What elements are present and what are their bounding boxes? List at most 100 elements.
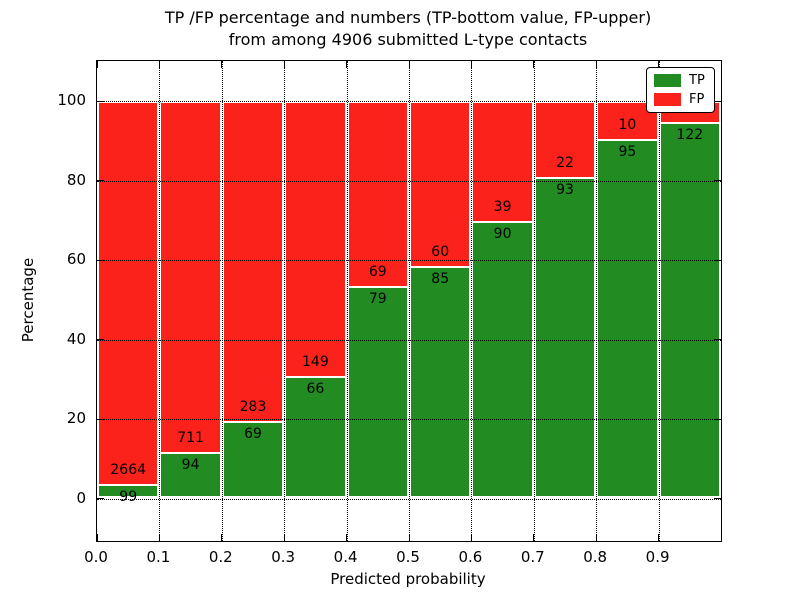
- bar-segment-fp: [533, 101, 597, 177]
- gridline: [159, 61, 161, 541]
- y-tick-label: 20: [66, 409, 86, 427]
- x-axis-label: Predicted probability: [330, 570, 486, 588]
- gridline: [97, 498, 721, 500]
- gridline: [284, 61, 286, 541]
- bar-segment-fp: [471, 101, 534, 222]
- bar-label-fp: 10: [618, 116, 637, 133]
- bar-label-fp: 60: [431, 243, 450, 260]
- gridline: [471, 61, 473, 541]
- bar-segment-fp: [409, 101, 472, 266]
- tick-mark: [97, 498, 104, 499]
- gridline: [658, 61, 660, 541]
- tick-mark: [97, 259, 104, 261]
- tick-mark: [714, 100, 721, 102]
- x-tick-label: 0.6: [458, 548, 483, 566]
- x-tick-label: 0.9: [645, 548, 670, 566]
- tick-mark: [96, 61, 98, 68]
- gridline: [97, 260, 721, 261]
- bar-label-tp: 94: [181, 456, 200, 473]
- gridline: [596, 61, 598, 541]
- tick-mark: [714, 498, 721, 499]
- bar-label-fp: 283: [239, 398, 267, 415]
- bar-label-tp: 90: [493, 226, 512, 243]
- x-tick-label: 0.3: [271, 548, 296, 566]
- bar-segment-tp: [596, 138, 659, 499]
- bar-label-tp: 69: [244, 425, 262, 442]
- y-axis-label: Percentage: [19, 257, 37, 343]
- y-tick-label: 60: [66, 250, 86, 268]
- bar-label-fp: 711: [177, 429, 204, 446]
- tick-mark: [714, 259, 721, 261]
- legend-label-tp: TP: [689, 73, 705, 88]
- bar-segment-fp: [159, 101, 222, 452]
- tick-mark: [408, 534, 410, 541]
- bar-segment-tp: [221, 420, 285, 499]
- bar-label-fp: 149: [302, 354, 329, 371]
- tick-mark: [283, 534, 285, 541]
- tick-mark: [658, 61, 660, 68]
- y-tick-label: 80: [66, 170, 86, 189]
- gridline: [409, 61, 410, 541]
- tick-mark: [533, 534, 535, 541]
- tick-mark: [346, 534, 348, 541]
- bar-label-tp: 79: [368, 291, 387, 308]
- x-tick-label: 0.1: [146, 548, 171, 566]
- tick-mark: [714, 339, 721, 340]
- bar-label-fp: 39: [493, 199, 512, 216]
- chart-title-line1: TP /FP percentage and numbers (TP-bottom…: [164, 8, 652, 27]
- tick-mark: [714, 180, 721, 181]
- tick-mark: [720, 534, 722, 541]
- bar-label-fp: 2664: [110, 462, 147, 479]
- tick-mark: [283, 61, 285, 68]
- tick-mark: [470, 61, 472, 68]
- bar-segment-tp: [409, 265, 472, 499]
- chart-title: TP /FP percentage and numbers (TP-bottom…: [96, 7, 720, 51]
- x-tick-label: 0.5: [396, 548, 420, 566]
- chart-title-line2: from among 4906 submitted L-type contact…: [228, 30, 588, 49]
- tick-mark: [470, 534, 472, 541]
- bar-segment-tp: [346, 286, 409, 499]
- tp-swatch-icon: [654, 74, 681, 87]
- tick-mark: [96, 534, 98, 541]
- plot-area: TP FP 2664 99 711 94 283 69 149 66 69 79 60 85 39 90 2…: [96, 60, 722, 542]
- bar-label-tp: 95: [618, 143, 637, 160]
- bar-segment-tp: [159, 451, 222, 499]
- gridline: [97, 419, 721, 420]
- bar-segment-tp: [471, 221, 534, 499]
- fp-swatch-icon: [654, 93, 681, 106]
- bar-segment-tp: [658, 122, 721, 499]
- bar-segment-tp: [533, 176, 597, 499]
- gridline: [97, 180, 721, 182]
- bar-label-tp: 99: [119, 489, 138, 506]
- tick-mark: [158, 534, 160, 541]
- tick-mark: [97, 180, 104, 181]
- tick-mark: [97, 418, 104, 420]
- tick-mark: [221, 61, 223, 68]
- bar-segment-fp: [284, 101, 347, 377]
- tick-mark: [714, 418, 721, 420]
- legend-entry-fp: FP: [654, 93, 705, 106]
- tick-mark: [158, 61, 160, 68]
- bar-label-tp: 122: [676, 127, 704, 144]
- gridline: [533, 61, 535, 541]
- bar-label-fp: 22: [556, 154, 574, 171]
- gridline: [97, 339, 721, 341]
- legend-entry-tp: TP: [654, 74, 705, 87]
- x-tick-label: 0.2: [208, 548, 233, 566]
- tick-mark: [533, 61, 535, 68]
- bar-label-tp: 66: [306, 381, 325, 398]
- bar-label-fp: 69: [368, 264, 387, 281]
- legend: TP FP: [646, 67, 715, 113]
- tick-mark: [346, 61, 348, 68]
- x-tick-label: 0.7: [520, 548, 545, 566]
- legend-label-fp: FP: [689, 92, 705, 107]
- bar-segment-tp: [97, 484, 160, 499]
- tick-mark: [658, 534, 660, 541]
- tick-mark: [595, 61, 597, 68]
- x-tick-label: 0.0: [84, 548, 108, 566]
- tick-mark: [97, 339, 104, 340]
- bar-segment-fp: [346, 101, 409, 287]
- tick-mark: [221, 534, 223, 541]
- bar-segment-fp: [97, 101, 160, 485]
